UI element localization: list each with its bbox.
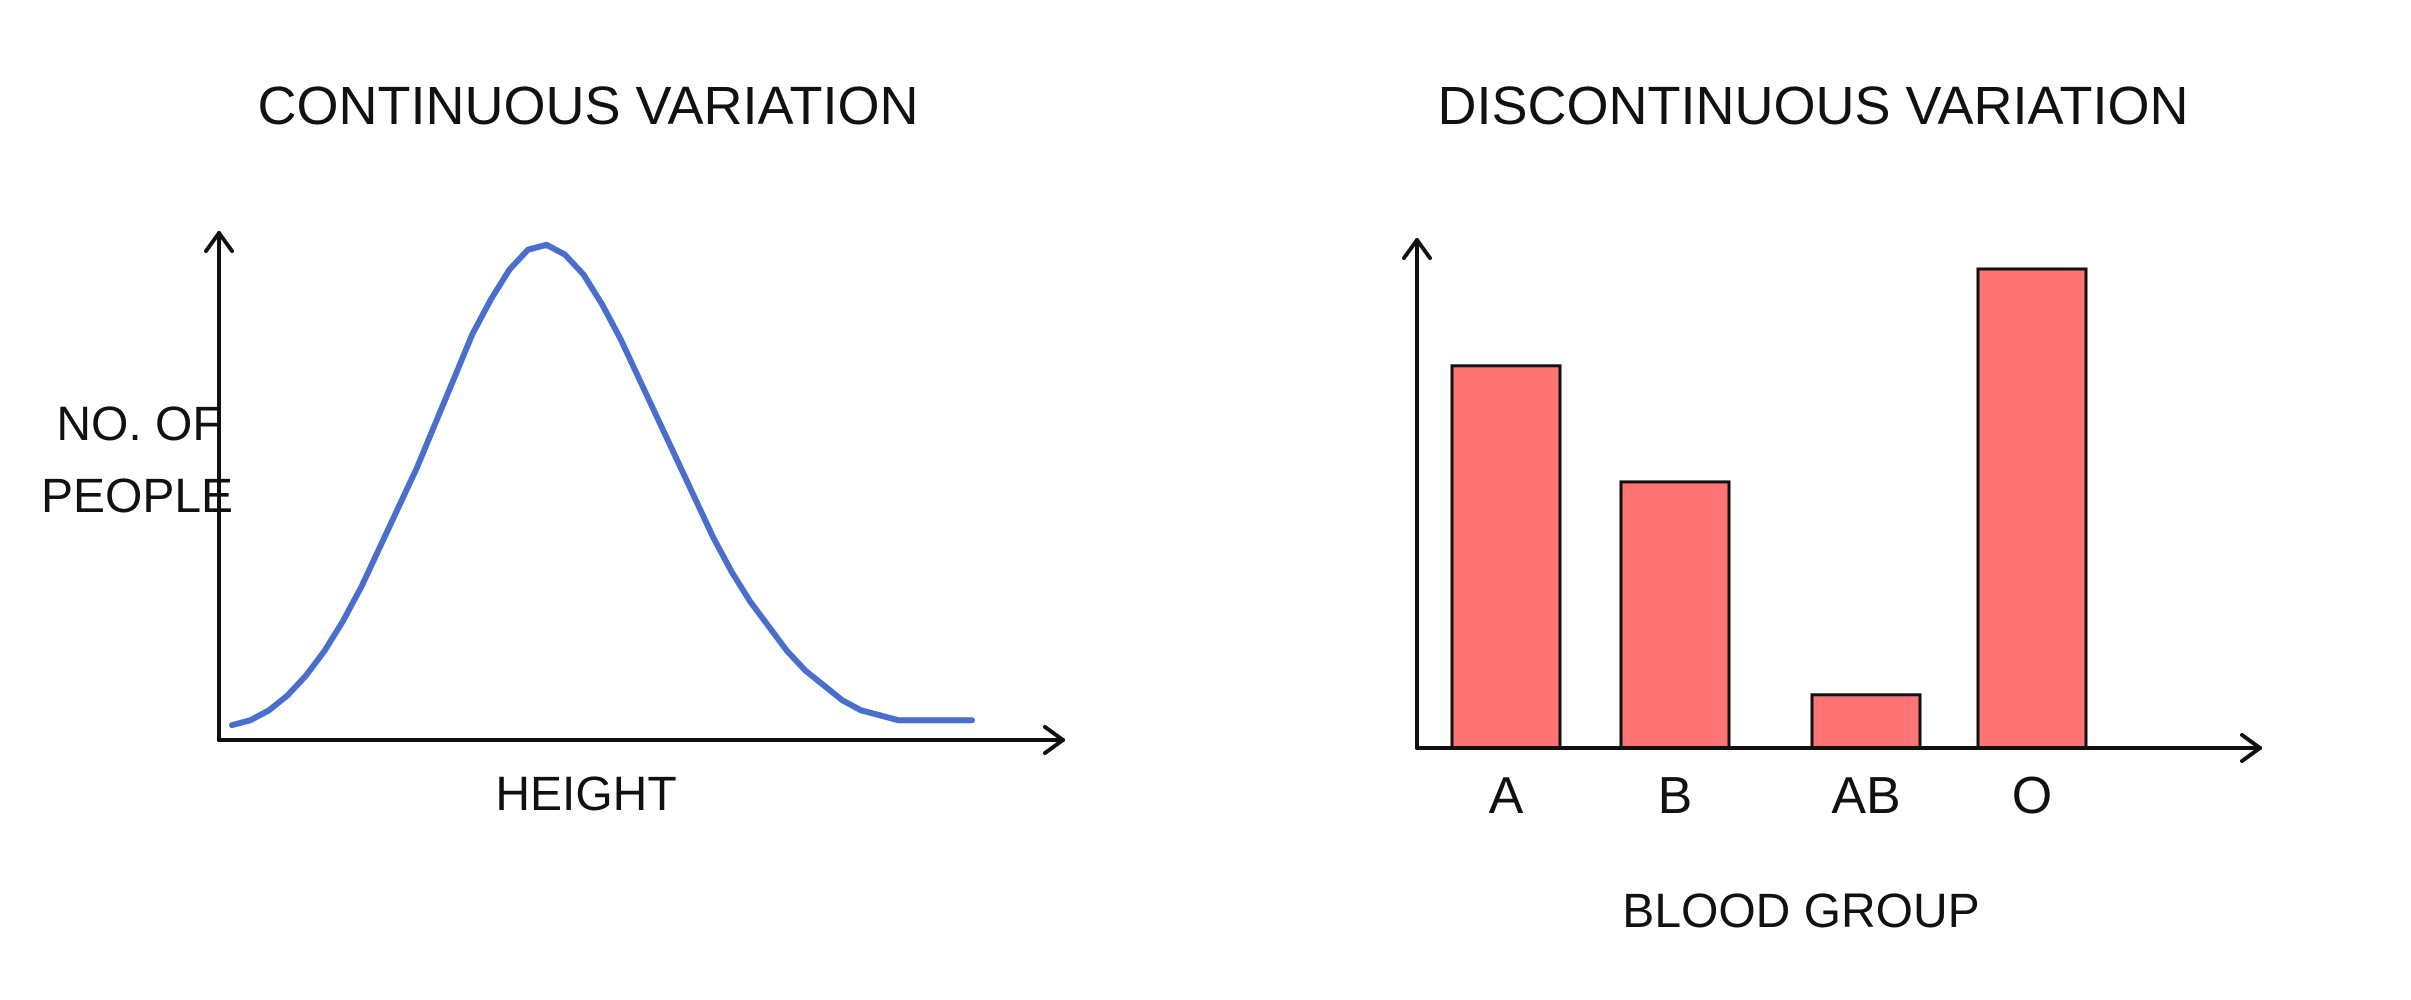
continuous-chart-title: CONTINUOUS VARIATION [257,76,918,136]
discontinuous-x-axis-label: BLOOD GROUP [1622,885,1979,938]
continuous-variation-chart: CONTINUOUS VARIATION NO. OF PEOPLE HEIGH… [41,76,1065,821]
continuous-distribution-curve [229,241,975,729]
continuous-y-axis-label-line-1: NO. OF [56,398,221,451]
bar-o [1976,267,2088,750]
discontinuous-chart-title: DISCONTINUOUS VARIATION [1437,76,2188,136]
continuous-y-axis-label-line-2: PEOPLE [41,470,233,523]
continuous-x-axis-label: HEIGHT [495,768,676,821]
bar-a [1450,364,1562,750]
tick-label-o: O [2012,767,2052,825]
tick-label-a: A [1489,767,1524,825]
discontinuous-variation-chart: DISCONTINUOUS VARIATION A B AB O BLOOD GROU… [1402,76,2262,938]
blood-group-bars [1450,267,2088,750]
tick-label-b: B [1658,767,1693,825]
tick-label-ab: AB [1831,767,1900,825]
bar-ab [1810,693,1922,750]
blood-group-tick-labels: A B AB O [1489,767,2053,825]
bar-b [1619,480,1731,750]
